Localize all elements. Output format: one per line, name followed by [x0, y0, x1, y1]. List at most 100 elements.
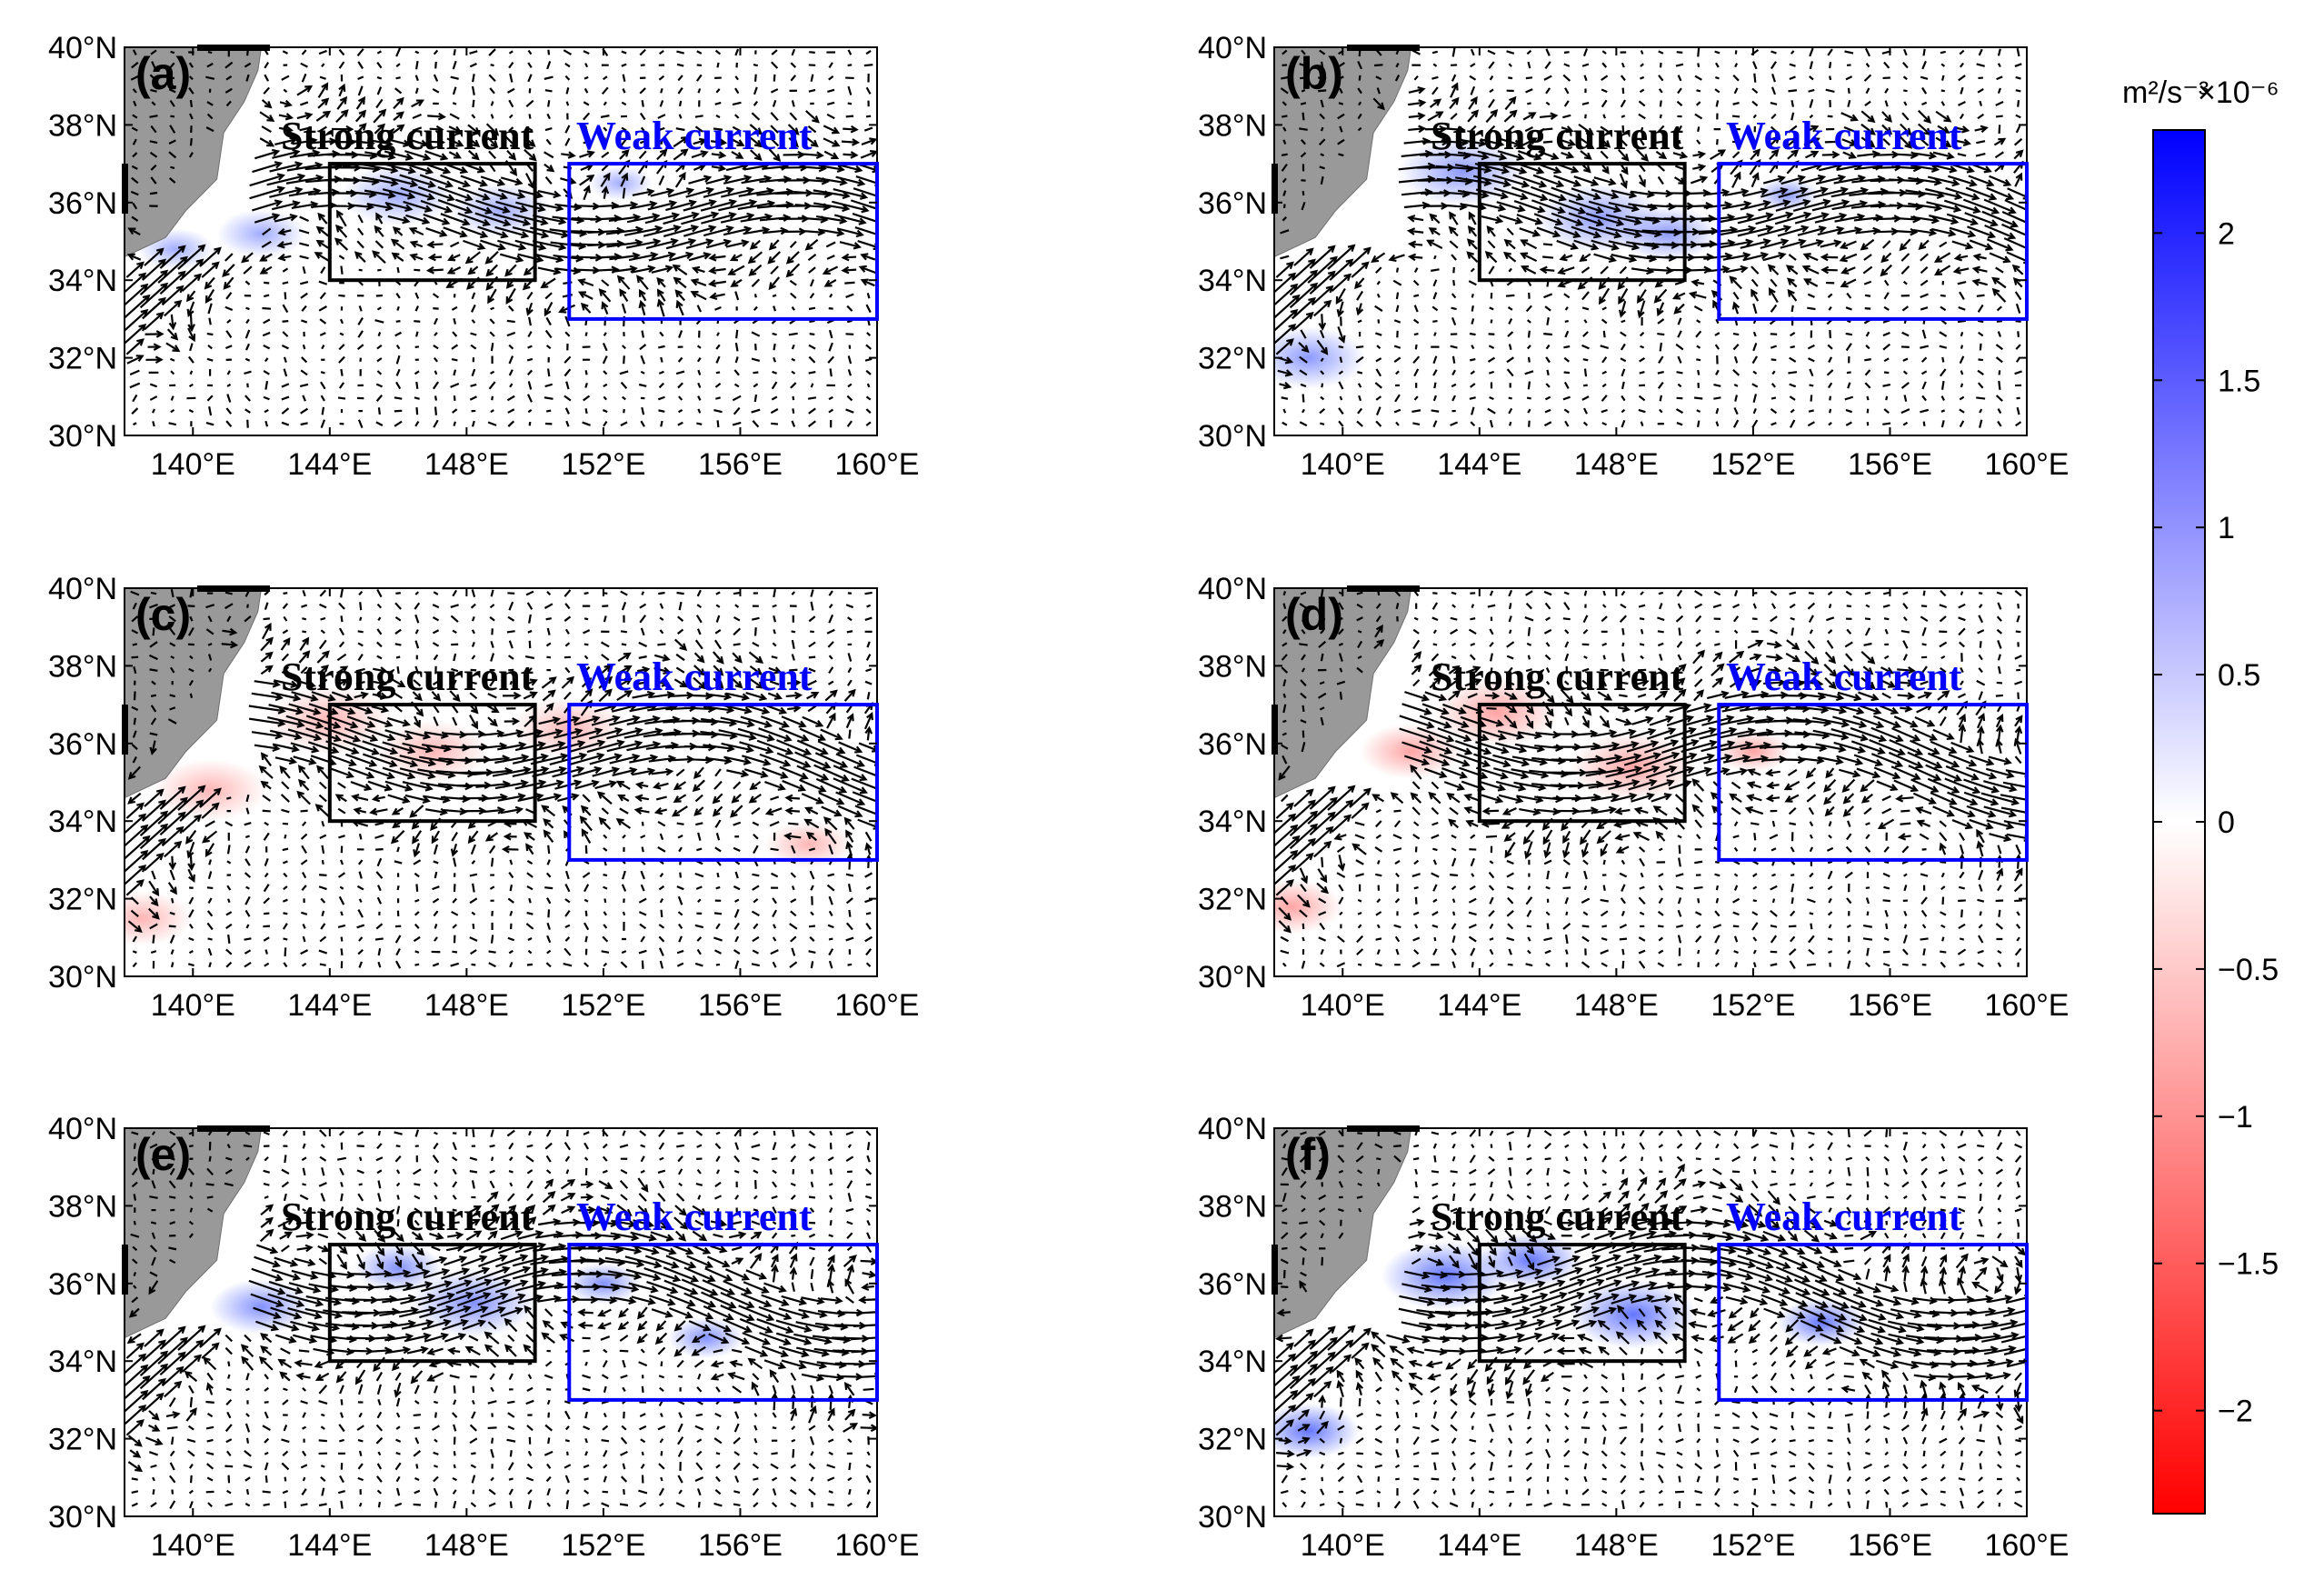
velocity-arrow — [1677, 75, 1682, 82]
velocity-arrow — [1695, 935, 1702, 944]
velocity-arrow — [205, 288, 215, 303]
velocity-arrow — [1788, 89, 1798, 93]
velocity-arrow — [1688, 192, 1710, 195]
arrow-head — [522, 282, 531, 291]
velocity-arrow — [272, 150, 299, 159]
velocity-arrow — [603, 962, 608, 967]
velocity-arrow — [1845, 421, 1852, 426]
velocity-arrow — [696, 948, 702, 955]
arrow-head — [472, 139, 481, 148]
velocity-arrow — [733, 627, 742, 636]
velocity-arrow — [357, 909, 364, 918]
velocity-arrow — [564, 589, 572, 597]
velocity-arrow — [546, 897, 552, 905]
velocity-arrow — [1805, 125, 1818, 133]
velocity-arrow — [829, 368, 833, 377]
velocity-arrow — [616, 690, 632, 702]
velocity-arrow — [1882, 138, 1890, 146]
velocity-arrow — [734, 898, 740, 903]
velocity-arrow — [1960, 331, 1964, 337]
velocity-arrow — [1591, 239, 1619, 250]
velocity-arrow — [432, 897, 440, 904]
arrow-head — [1928, 151, 1938, 160]
velocity-arrow — [1619, 937, 1628, 941]
velocity-arrow — [131, 61, 139, 69]
velocity-arrow — [703, 226, 733, 237]
x-tick-label: 152°E — [1711, 447, 1795, 482]
velocity-arrow — [490, 343, 494, 352]
arrow-head — [194, 814, 203, 823]
velocity-arrow — [1320, 175, 1324, 185]
velocity-arrow — [797, 216, 827, 222]
velocity-arrow — [1546, 317, 1550, 325]
arrow-head — [673, 795, 682, 803]
velocity-arrow — [358, 268, 363, 272]
velocity-arrow — [828, 75, 834, 81]
velocity-arrow — [1282, 101, 1287, 106]
velocity-arrow — [1640, 75, 1645, 80]
velocity-arrow — [1506, 227, 1514, 236]
arrow-head — [1950, 216, 1960, 225]
velocity-arrow — [1431, 409, 1440, 413]
arrow-head — [1417, 85, 1426, 95]
velocity-arrow — [1289, 283, 1318, 309]
velocity-arrow — [703, 744, 733, 750]
velocity-arrow — [1618, 137, 1628, 147]
velocity-arrow — [691, 151, 707, 159]
velocity-arrow — [677, 615, 684, 622]
velocity-arrow — [1787, 125, 1798, 134]
arrow-head — [1466, 251, 1475, 259]
velocity-arrow — [712, 651, 724, 664]
velocity-arrow — [374, 834, 384, 839]
velocity-arrow — [1545, 962, 1551, 967]
arrow-head — [768, 242, 777, 251]
arrow-head — [763, 758, 772, 766]
velocity-arrow — [490, 857, 494, 867]
arrow-head — [743, 175, 753, 183]
velocity-arrow — [770, 111, 779, 122]
velocity-arrow — [2016, 406, 2020, 415]
velocity-arrow — [1491, 174, 1529, 187]
arrow-head — [1702, 189, 1711, 197]
velocity-arrow — [320, 897, 326, 904]
arrow-head — [553, 190, 562, 199]
velocity-arrow — [269, 729, 301, 739]
velocity-arrow — [477, 187, 507, 199]
arrow-head — [195, 258, 204, 267]
velocity-arrow — [1845, 306, 1852, 311]
velocity-arrow — [1752, 114, 1757, 119]
velocity-arrow — [532, 214, 565, 224]
arrow-head — [697, 668, 706, 676]
arrow-head — [646, 188, 655, 196]
velocity-arrow — [685, 239, 713, 249]
velocity-arrow — [748, 251, 763, 264]
arrow-head — [1529, 137, 1538, 145]
arrow-head — [1803, 278, 1812, 285]
velocity-arrow — [564, 615, 572, 622]
velocity-arrow — [344, 727, 377, 741]
arrow-head — [321, 82, 329, 91]
velocity-arrow — [1320, 357, 1324, 363]
velocity-arrow — [494, 225, 528, 237]
velocity-arrow — [1770, 101, 1778, 105]
velocity-arrow — [489, 87, 495, 95]
velocity-arrow — [132, 152, 138, 158]
velocity-arrow — [1926, 201, 1960, 211]
arrow-head — [1286, 261, 1294, 270]
arrow-head — [402, 216, 411, 225]
velocity-arrow — [1958, 75, 1966, 82]
velocity-arrow — [1752, 962, 1757, 968]
velocity-arrow — [714, 819, 722, 828]
velocity-arrow — [243, 265, 253, 275]
velocity-arrow — [678, 935, 683, 943]
velocity-arrow — [1542, 243, 1553, 246]
velocity-arrow — [374, 937, 384, 941]
velocity-arrow — [1752, 370, 1758, 375]
velocity-arrow — [599, 665, 612, 675]
velocity-arrow — [271, 202, 299, 211]
velocity-arrow — [274, 138, 296, 146]
velocity-arrow — [207, 947, 213, 956]
velocity-arrow — [1714, 332, 1721, 336]
arrow-head — [665, 767, 674, 776]
